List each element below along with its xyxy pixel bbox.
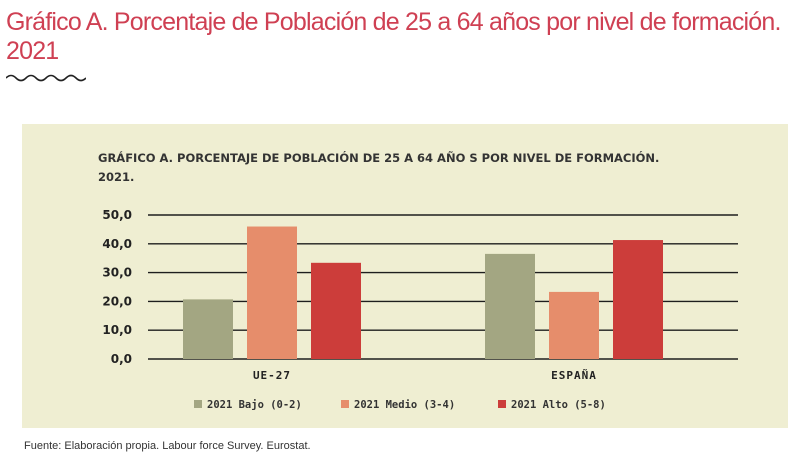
- legend-swatch: [498, 400, 506, 408]
- y-tick-label: 40,0: [102, 237, 132, 251]
- bar-chart: GRÁFICO A. PORCENTAJE DE POBLACIÓN DE 25…: [98, 150, 738, 411]
- decorative-wave-icon: [6, 74, 86, 82]
- y-tick-label: 50,0: [102, 208, 132, 222]
- bar-ue27-1: [247, 226, 297, 359]
- source-note: Fuente: Elaboración propia. Labour force…: [24, 440, 311, 452]
- legend-label: 2021 Bajo (0-2): [207, 399, 302, 411]
- chart-title-line2: 2021.: [98, 170, 134, 184]
- bar-españa-2: [613, 240, 663, 359]
- chart-panel: GRÁFICO A. PORCENTAJE DE POBLACIÓN DE 25…: [22, 124, 788, 428]
- y-tick-label: 10,0: [102, 323, 132, 337]
- chart-title-line1: GRÁFICO A. PORCENTAJE DE POBLACIÓN DE 25…: [98, 150, 659, 165]
- x-category-label: ESPAÑA: [551, 369, 597, 382]
- y-tick-label: 30,0: [102, 266, 132, 280]
- y-tick-label: 20,0: [102, 294, 132, 308]
- page-title: Gráfico A. Porcentaje de Población de 25…: [6, 8, 781, 65]
- y-tick-label: 0,0: [111, 352, 132, 366]
- legend-swatch: [194, 400, 202, 408]
- bar-españa-0: [485, 253, 535, 359]
- legend-swatch: [341, 400, 349, 408]
- legend-label: 2021 Medio (3-4): [354, 399, 455, 411]
- bar-ue27-0: [183, 299, 233, 359]
- x-category-label: UE-27: [253, 369, 291, 382]
- bar-españa-1: [549, 291, 599, 359]
- bar-ue27-2: [311, 262, 361, 359]
- legend-label: 2021 Alto (5-8): [511, 399, 606, 411]
